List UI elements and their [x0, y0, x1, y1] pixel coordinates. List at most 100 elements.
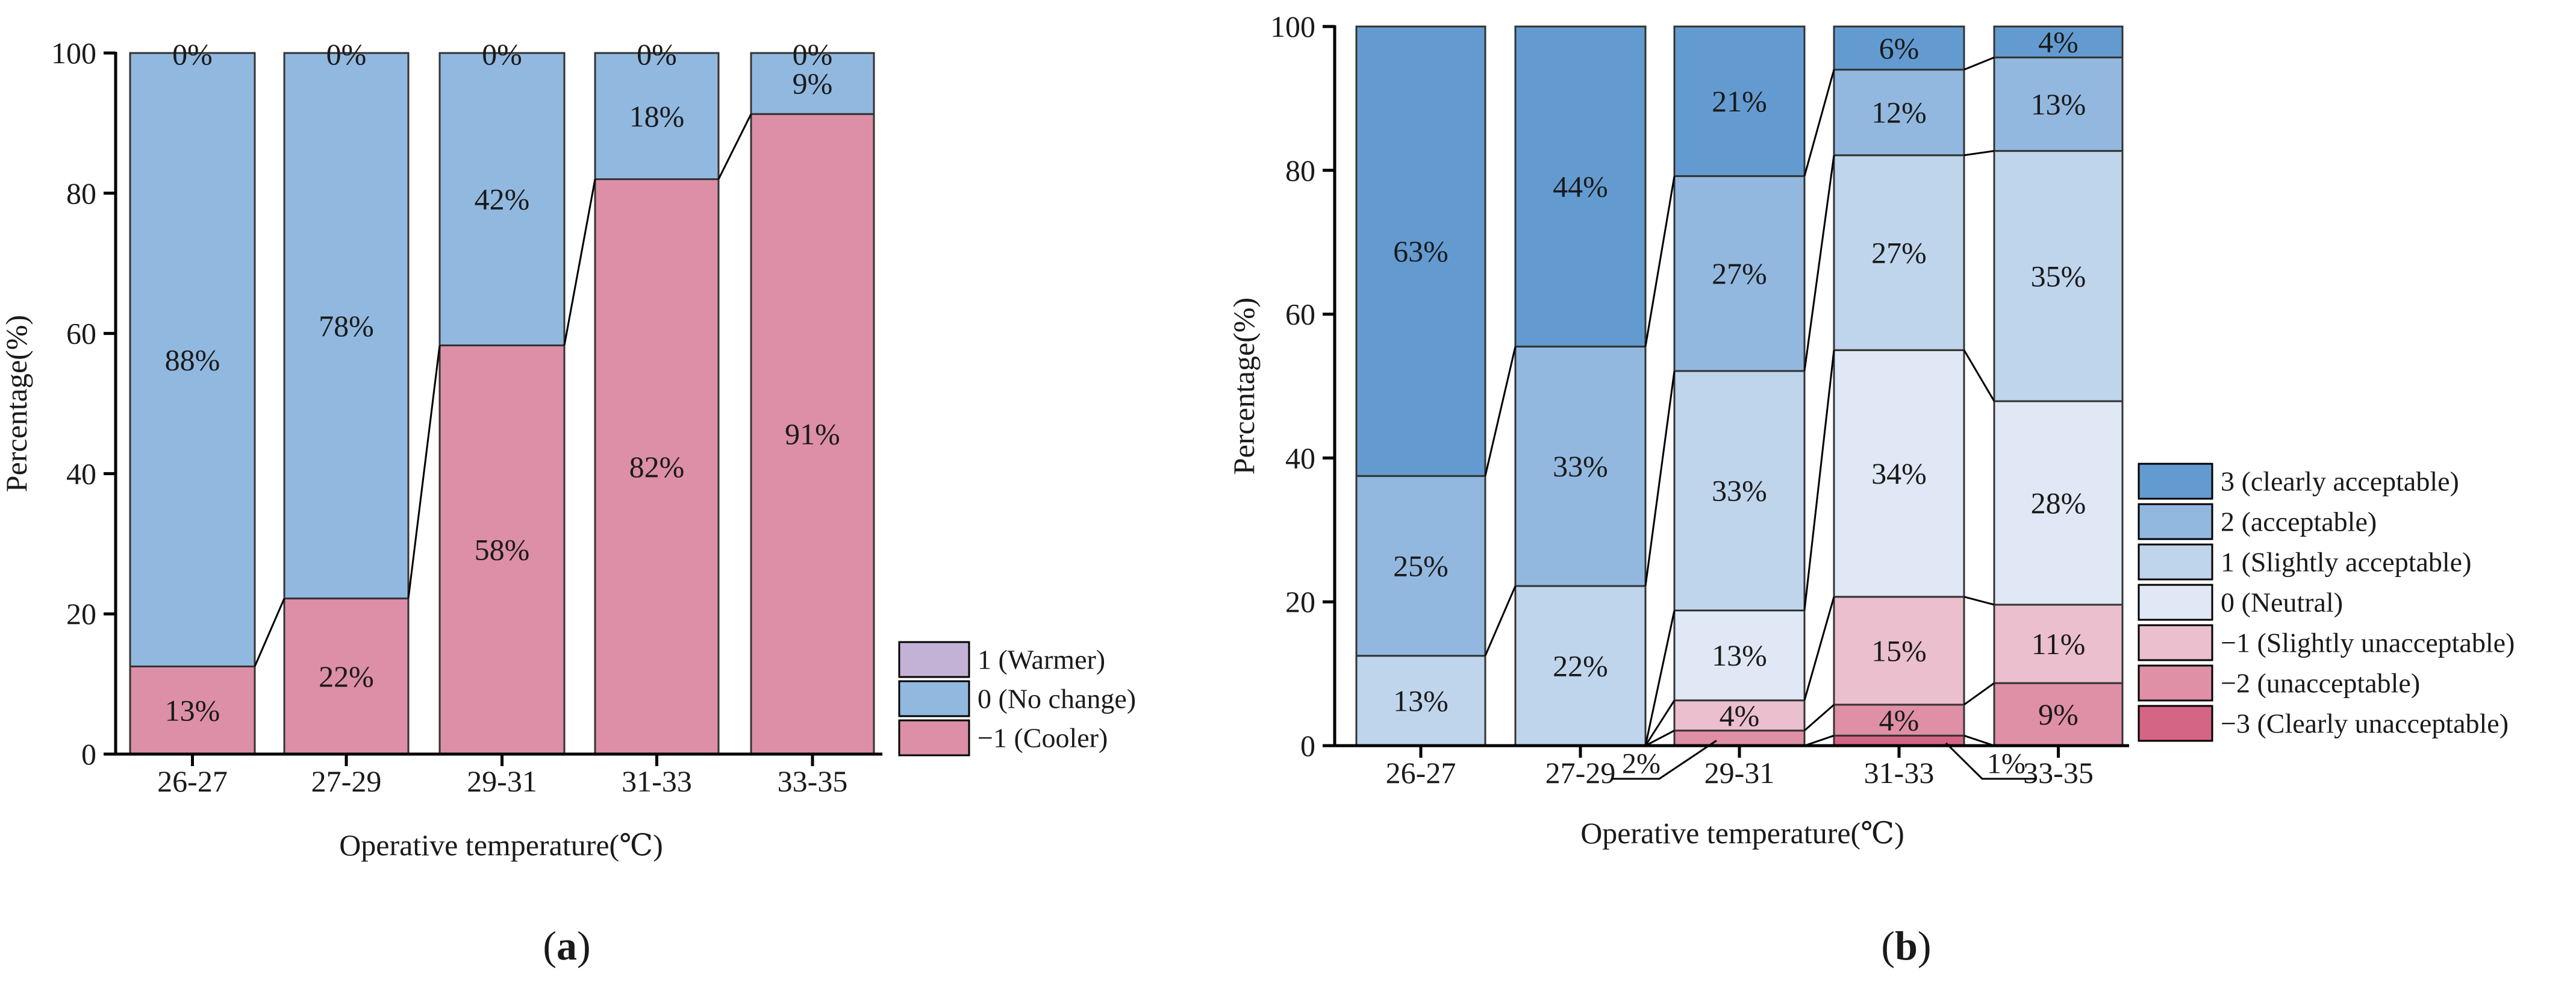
legend-label: 0 (No change) [978, 684, 1136, 714]
panel-label: (b) [1881, 923, 1931, 969]
connector-line [1963, 349, 1995, 402]
data-label: 22% [1553, 649, 1608, 682]
data-label: 4% [1879, 704, 1920, 737]
x-tick-label: 31-33 [622, 764, 692, 798]
connector-line [1803, 596, 1835, 701]
chart-panel-a: 13%22%58%82%91%88%78%42%18%9%0% 0% 0% 0% 0%0… [0, 36, 1136, 969]
legend-swatch [2138, 664, 2213, 702]
bar-segment [283, 597, 410, 755]
connector-line [1803, 69, 1835, 176]
panel-label-part: a [557, 923, 577, 969]
y-tick-label: 0 [1300, 729, 1315, 763]
data-label: 82% [629, 450, 685, 484]
bar-segment [1833, 69, 1965, 157]
bar-segment [1833, 596, 1965, 706]
y-tick-label: 20 [1285, 585, 1315, 619]
data-label: 4% [2038, 25, 2079, 59]
bar-segment [1514, 585, 1647, 747]
y-tick-label: 20 [66, 597, 96, 631]
x-tick-label: 27-29 [1545, 756, 1616, 790]
bar-segment [1833, 154, 1965, 351]
data-label: 27% [1871, 236, 1927, 270]
connector-line [1963, 596, 1995, 606]
bar-segment [1673, 610, 1806, 702]
data-label: 58% [475, 533, 530, 567]
legend-label: 2 (acceptable) [2221, 507, 2377, 537]
data-label: 27% [1712, 257, 1767, 290]
data-label: 0% [637, 37, 677, 71]
callout-label: 2% [1622, 748, 1661, 780]
connector-line [1644, 370, 1676, 587]
connector-line [1644, 176, 1676, 347]
data-label: 0% [172, 37, 213, 71]
connector-line [1803, 155, 1835, 372]
x-axis-title: Operative temperature(℃) [339, 828, 663, 862]
connector-line [254, 597, 285, 667]
bar-segment [1673, 370, 1806, 612]
y-tick-label: 40 [1285, 441, 1315, 475]
data-label: 88% [165, 343, 220, 376]
data-label: 0% [482, 37, 522, 71]
data-label: 42% [475, 183, 530, 216]
x-tick-label: 33-35 [2023, 756, 2094, 790]
connector-line [1963, 734, 1995, 747]
y-tick-label: 60 [1285, 298, 1315, 331]
connector-line [1484, 346, 1517, 476]
panel-label-part: b [1895, 923, 1918, 969]
legend-swatch [898, 680, 970, 717]
data-label: 13% [1712, 638, 1767, 672]
x-tick-label: 26-27 [1386, 756, 1456, 790]
connector-line [1804, 704, 1835, 732]
connector-line [1963, 150, 1995, 157]
y-tick-label: 60 [66, 317, 96, 351]
data-label: 25% [1393, 549, 1449, 583]
data-label: 33% [1553, 449, 1608, 483]
bar-segment [129, 666, 256, 755]
connector-line [563, 179, 596, 346]
data-label: 18% [629, 99, 685, 133]
data-label: 35% [2031, 259, 2086, 293]
bar-segment [1993, 150, 2124, 402]
bar-segment [1993, 25, 2124, 58]
connector-line [1963, 682, 1995, 706]
bar-segment [1355, 475, 1486, 657]
legend-swatch [2138, 463, 2213, 500]
legend-label: 3 (clearly acceptable) [2221, 466, 2459, 497]
x-tick-label: 31-33 [1864, 756, 1935, 790]
callout-leader [1945, 742, 2036, 780]
legend-swatch [2138, 584, 2213, 621]
connector-line [1804, 734, 1835, 747]
bar-segment [750, 52, 875, 115]
legend-swatch [2138, 503, 2213, 540]
connector-line [1484, 585, 1517, 657]
data-label: 22% [319, 660, 374, 693]
bar-segment [1993, 604, 2124, 684]
bar-segment [1993, 400, 2124, 606]
data-label: 13% [1393, 684, 1449, 717]
legend-swatch [898, 719, 970, 757]
x-tick-label: 29-31 [467, 764, 537, 798]
bar-segment [1833, 349, 1965, 598]
data-label: 28% [2031, 486, 2086, 520]
connector-line [407, 345, 441, 599]
legend-label: −3 (Clearly unacceptable) [2221, 708, 2509, 739]
bar-segment [1673, 699, 1806, 732]
connector-line [717, 113, 752, 180]
bar-segment [594, 52, 720, 181]
bar-segment [1673, 729, 1806, 747]
bar-segment [1673, 25, 1806, 177]
panel-label-part: ) [577, 923, 591, 969]
y-tick-label: 0 [81, 737, 96, 771]
bar-segment [1355, 25, 1486, 477]
data-label: 13% [2031, 87, 2086, 121]
data-label: 33% [1712, 474, 1767, 508]
legend-label: −1 (Cooler) [978, 723, 1108, 753]
y-tick-label: 100 [51, 36, 96, 70]
bar-segment [129, 52, 256, 667]
data-label: 12% [1871, 96, 1927, 129]
x-tick-label: 33-35 [778, 764, 848, 798]
bar-segment [750, 113, 875, 755]
panel-label-part: ) [1918, 923, 1932, 969]
